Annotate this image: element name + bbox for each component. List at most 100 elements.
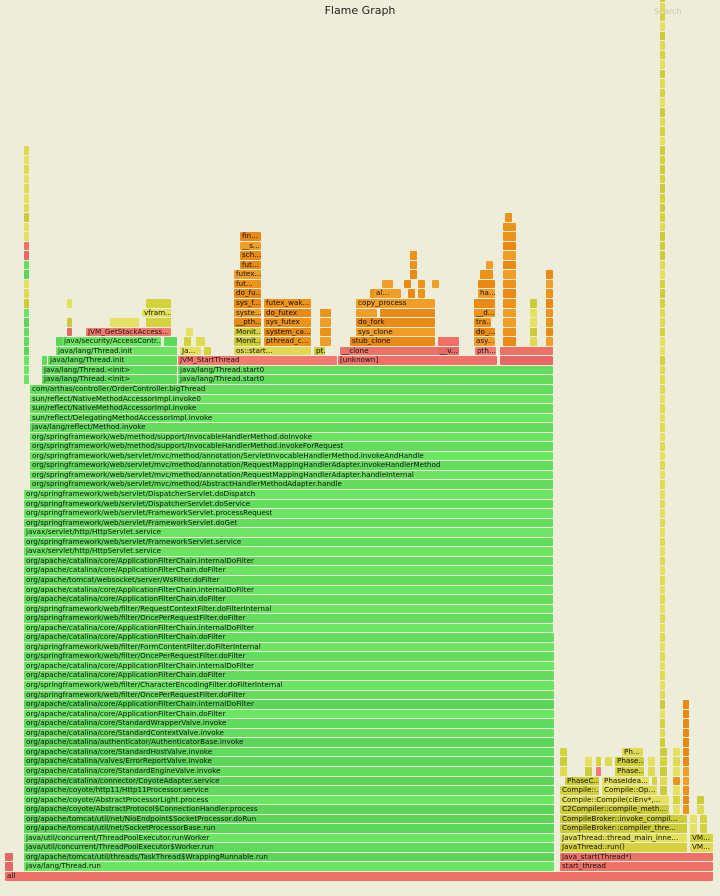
flame-frame[interactable]: org/springframework/web/servlet/Framewor… — [24, 509, 553, 518]
flame-frame[interactable] — [24, 308, 29, 318]
flame-frame[interactable]: java/lang/reflect/Method.invoke — [30, 423, 553, 432]
flame-frame[interactable] — [503, 289, 516, 299]
flame-frame[interactable]: do_futex — [264, 308, 311, 318]
flame-frame[interactable]: java/lang/Thread.start0 — [178, 365, 553, 375]
flame-frame[interactable]: copy_process — [356, 299, 435, 308]
flame-frame[interactable]: org/springframework/web/servlet/Dispatch… — [24, 490, 553, 499]
flame-frame[interactable]: sun/reflect/NativeMethodAccessorImpl.inv… — [30, 394, 553, 404]
flame-frame[interactable] — [660, 2, 665, 12]
flame-frame[interactable] — [660, 509, 665, 518]
flame-frame[interactable] — [24, 222, 29, 232]
flame-frame[interactable] — [660, 394, 665, 404]
flame-frame[interactable]: org/springframework/web/servlet/mvc/meth… — [30, 470, 553, 480]
flame-frame[interactable] — [673, 757, 680, 766]
flame-frame[interactable]: org/apache/catalina/core/ApplicationFilt… — [24, 623, 553, 633]
flame-frame[interactable] — [503, 337, 516, 346]
flame-frame[interactable] — [660, 566, 665, 575]
flame-frame[interactable] — [24, 365, 29, 375]
flame-frame[interactable] — [505, 213, 512, 222]
flame-frame[interactable] — [24, 203, 29, 213]
flame-frame[interactable] — [660, 146, 665, 155]
flame-frame[interactable] — [370, 289, 377, 299]
flame-frame[interactable] — [683, 776, 689, 786]
flame-frame[interactable]: ha... — [478, 289, 495, 299]
flame-frame[interactable] — [648, 757, 655, 766]
flame-frame[interactable] — [560, 757, 567, 766]
flame-frame[interactable] — [673, 747, 680, 757]
flame-frame[interactable] — [24, 251, 29, 260]
flame-frame[interactable] — [530, 308, 537, 318]
flame-frame[interactable] — [24, 260, 29, 270]
flame-frame[interactable]: org/springframework/web/filter/OncePerRe… — [24, 690, 554, 700]
flame-frame[interactable] — [660, 251, 665, 260]
flame-frame[interactable] — [660, 470, 665, 480]
flame-frame[interactable] — [24, 327, 29, 337]
flame-frame[interactable] — [596, 757, 601, 766]
flame-frame[interactable]: java_start(Thread*) — [560, 852, 713, 862]
flame-frame[interactable] — [660, 652, 665, 661]
flame-frame[interactable] — [418, 279, 425, 289]
flame-frame[interactable]: Ja... — [180, 346, 201, 356]
flame-frame[interactable] — [660, 499, 665, 509]
flame-frame[interactable] — [660, 490, 665, 499]
flame-frame[interactable] — [673, 805, 680, 814]
flame-frame[interactable]: java/lang/Thread.run — [24, 862, 554, 872]
flame-frame[interactable] — [673, 776, 680, 786]
flame-frame[interactable]: __v... — [438, 346, 459, 356]
flame-frame[interactable] — [660, 556, 665, 566]
flame-frame[interactable] — [660, 623, 665, 633]
flame-frame[interactable] — [660, 279, 665, 289]
flame-frame[interactable] — [690, 814, 697, 824]
flame-frame[interactable] — [660, 289, 665, 299]
flame-frame[interactable]: system_ca... — [264, 327, 311, 337]
flame-frame[interactable]: org/springframework/web/filter/FormConte… — [24, 642, 554, 652]
flame-frame[interactable] — [660, 98, 665, 108]
flame-frame[interactable]: java/util/concurrent/ThreadPoolExecutor.… — [24, 833, 554, 843]
flame-frame[interactable] — [673, 786, 680, 795]
flame-frame[interactable]: javax/servlet/http/HttpServlet.service — [24, 528, 553, 537]
flame-frame[interactable] — [546, 337, 553, 346]
flame-frame[interactable] — [683, 728, 689, 738]
flame-frame[interactable] — [660, 757, 667, 766]
flame-frame[interactable] — [585, 757, 592, 766]
flame-frame[interactable]: pth... — [475, 346, 496, 356]
flame-frame[interactable] — [697, 795, 704, 805]
flame-frame[interactable]: org/apache/tomcat/util/net/SocketProcess… — [24, 824, 554, 833]
flame-frame[interactable] — [146, 318, 171, 327]
flame-frame[interactable] — [660, 690, 665, 700]
flame-frame[interactable]: org/apache/catalina/core/ApplicationFilt… — [24, 700, 554, 709]
flame-frame[interactable] — [530, 318, 537, 327]
flame-frame[interactable] — [660, 241, 665, 251]
flame-frame[interactable] — [146, 299, 171, 308]
flame-frame[interactable] — [320, 318, 331, 327]
flame-frame[interactable] — [503, 241, 516, 251]
flame-frame[interactable]: com/arthas/controller/OrderController.bi… — [30, 384, 553, 394]
flame-frame[interactable] — [660, 384, 665, 394]
flame-frame[interactable]: org/apache/catalina/connector/CoyoteAdap… — [24, 776, 554, 786]
flame-frame[interactable] — [24, 337, 29, 346]
flame-frame[interactable] — [320, 327, 331, 337]
flame-frame[interactable] — [673, 795, 680, 805]
flame-frame[interactable] — [660, 365, 665, 375]
flame-frame[interactable] — [660, 547, 665, 556]
flame-frame[interactable] — [683, 747, 689, 757]
flame-frame[interactable]: start_thread — [560, 862, 713, 872]
flame-frame[interactable]: pthread_c... — [264, 337, 311, 346]
flame-frame[interactable] — [5, 862, 13, 872]
flame-frame[interactable]: org/springframework/web/servlet/mvc/meth… — [30, 461, 553, 470]
flame-frame[interactable] — [24, 165, 29, 174]
flame-frame[interactable] — [67, 327, 72, 337]
flame-frame[interactable] — [503, 299, 516, 308]
flame-frame[interactable] — [683, 719, 689, 728]
flame-frame[interactable] — [660, 575, 665, 585]
flame-frame[interactable] — [683, 795, 689, 805]
flame-frame[interactable]: org/apache/catalina/core/StandardWrapper… — [24, 719, 554, 728]
flame-frame[interactable]: java/util/concurrent/ThreadPoolExecutor$… — [24, 843, 554, 852]
flame-frame[interactable] — [503, 318, 516, 327]
flame-frame[interactable]: CompileBroker::compiler_thre... — [560, 824, 687, 833]
flame-frame[interactable] — [660, 127, 665, 136]
flame-frame[interactable] — [660, 356, 665, 365]
flame-frame[interactable]: Compile::Compile(ciEnv*,... — [560, 795, 669, 805]
flame-frame[interactable]: org/apache/coyote/AbstractProtocol$Conne… — [24, 805, 554, 814]
flame-frame[interactable] — [24, 375, 29, 384]
